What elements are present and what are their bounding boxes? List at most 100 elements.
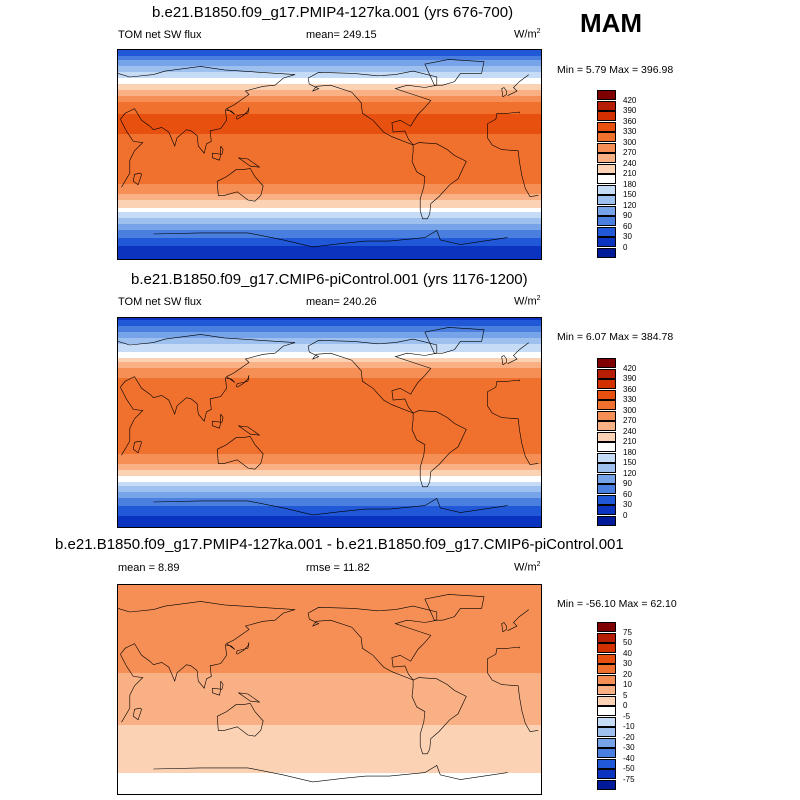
colorbar-tick-label: 120 — [623, 468, 637, 478]
map-latitude-band — [118, 164, 541, 167]
map-latitude-band — [118, 438, 541, 441]
map-latitude-band — [118, 242, 541, 245]
map-latitude-band — [118, 715, 541, 718]
map-latitude-band — [118, 230, 541, 233]
map-latitude-band — [118, 236, 541, 239]
map-latitude-band — [118, 522, 541, 525]
map-latitude-band — [118, 226, 541, 229]
map-latitude-band — [118, 172, 541, 175]
map-latitude-band — [118, 386, 541, 389]
colorbar-tick-label: 180 — [623, 179, 637, 189]
map-latitude-band — [118, 444, 541, 447]
colorbar-tick-label: 330 — [623, 127, 637, 136]
colorbar-tick-label: 180 — [623, 447, 637, 457]
map-latitude-band — [118, 739, 541, 742]
map-latitude-band — [118, 178, 541, 181]
map-latitude-band — [118, 480, 541, 483]
map-latitude-band — [118, 326, 541, 329]
map-latitude-band — [118, 793, 541, 794]
map-latitude-band — [118, 661, 541, 664]
map-latitude-band — [118, 382, 541, 385]
panel-1-map — [117, 49, 542, 260]
map-latitude-band — [118, 458, 541, 461]
map-latitude-band — [118, 410, 541, 413]
panel-2-center-label: mean= 240.26 — [306, 296, 377, 308]
map-latitude-band — [118, 110, 541, 113]
map-latitude-band — [118, 120, 541, 123]
map-latitude-band — [118, 420, 541, 423]
map-latitude-band — [118, 86, 541, 89]
map-latitude-band — [118, 348, 541, 351]
map-latitude-band — [118, 442, 541, 445]
colorbar-box — [597, 727, 616, 737]
map-latitude-band — [118, 218, 541, 221]
map-latitude-band — [118, 58, 541, 61]
map-latitude-band — [118, 358, 541, 361]
colorbar-tick-label: 210 — [623, 169, 637, 178]
map-latitude-band — [118, 743, 541, 746]
map-latitude-band — [118, 356, 541, 359]
map-latitude-band — [118, 500, 541, 503]
map-latitude-band — [118, 785, 541, 788]
colorbar-box — [597, 163, 616, 174]
map-latitude-band — [118, 54, 541, 57]
map-latitude-band — [118, 597, 541, 600]
map-latitude-band — [118, 589, 541, 592]
colorbar-box — [597, 758, 616, 769]
map-latitude-band — [118, 360, 541, 363]
map-latitude-band — [118, 440, 541, 443]
colorbar-tick-label: 390 — [623, 374, 637, 383]
map-latitude-band — [118, 775, 541, 778]
colorbar-box — [597, 716, 616, 727]
map-latitude-band — [118, 675, 541, 678]
map-latitude-band — [118, 492, 541, 495]
coastline — [424, 59, 485, 86]
colorbar-tick-label: 120 — [623, 200, 637, 210]
coastline — [118, 601, 529, 689]
map-latitude-band — [118, 476, 541, 479]
map-latitude-band — [118, 258, 541, 259]
colorbar-box — [597, 653, 616, 664]
map-latitude-band — [118, 625, 541, 628]
colorbar-box — [597, 121, 616, 132]
map-latitude-band — [118, 66, 541, 69]
map-latitude-band — [118, 380, 541, 383]
map-latitude-band — [118, 637, 541, 640]
map-latitude-band — [118, 777, 541, 780]
map-latitude-band — [118, 448, 541, 451]
map-latitude-band — [118, 593, 541, 596]
colorbar-box — [597, 174, 616, 184]
colorbar-box — [597, 379, 616, 389]
map-latitude-band — [118, 60, 541, 63]
panel-1-center-label: mean= 249.15 — [306, 29, 377, 41]
colorbar-tick-label: 330 — [623, 395, 637, 404]
colorbar-tick-label: 30 — [623, 500, 632, 509]
map-latitude-band — [118, 621, 541, 624]
coastline — [120, 111, 539, 197]
map-latitude-band — [118, 769, 541, 772]
map-latitude-band — [118, 106, 541, 109]
colorbar-box — [597, 452, 616, 463]
map-latitude-band — [118, 607, 541, 610]
map-latitude-band — [118, 657, 541, 660]
colorbar-box — [597, 237, 616, 247]
colorbar-box — [597, 142, 616, 153]
map-latitude-band — [118, 370, 541, 373]
map-latitude-band — [118, 122, 541, 125]
map-latitude-band — [118, 216, 541, 219]
coastline — [212, 413, 224, 429]
map-latitude-band — [118, 468, 541, 471]
colorbar-box — [597, 484, 616, 494]
map-latitude-band — [118, 142, 541, 145]
map-latitude-band — [118, 418, 541, 421]
map-latitude-band — [118, 609, 541, 612]
map-latitude-band — [118, 741, 541, 744]
colorbar-box — [597, 184, 616, 195]
colorbar-box — [597, 674, 616, 685]
map-latitude-band — [118, 378, 541, 381]
map-latitude-band — [118, 526, 541, 527]
map-latitude-band — [118, 504, 541, 507]
map-latitude-band — [118, 214, 541, 217]
map-latitude-band — [118, 108, 541, 111]
colorbar-tick-label: 360 — [623, 384, 637, 394]
